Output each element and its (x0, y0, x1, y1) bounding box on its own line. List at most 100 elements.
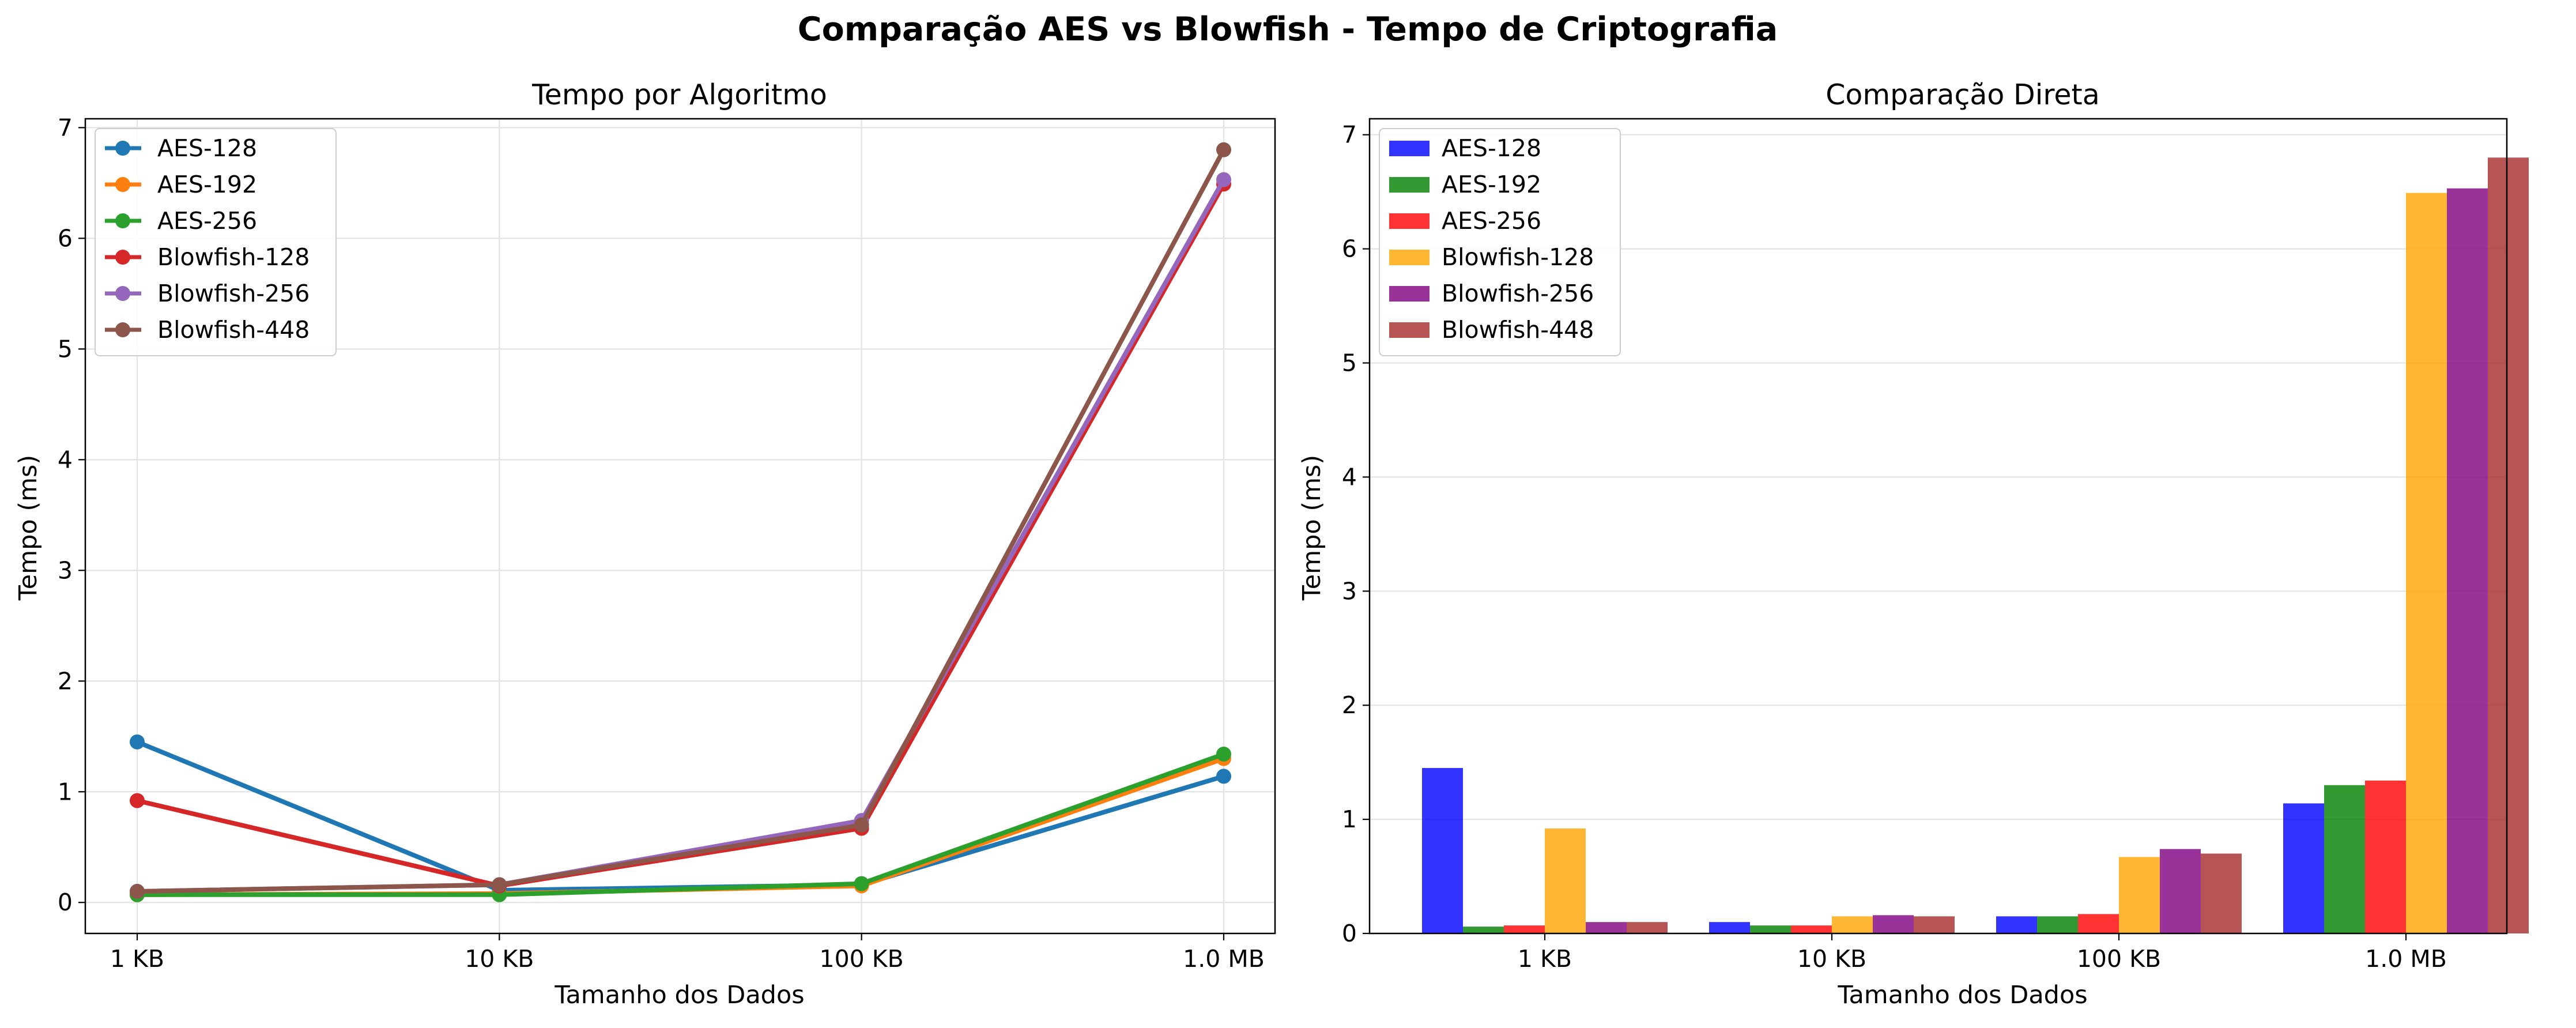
line-chart-legend-label-aes-256: AES-256 (157, 207, 257, 235)
bar-blowfish-128 (1545, 828, 1586, 933)
line-chart-legend-label-aes-192: AES-192 (157, 171, 257, 198)
bar-chart: Comparação Direta Tamanho dos Dados Temp… (1298, 78, 2529, 1010)
bar-aes-256 (2365, 780, 2406, 933)
bar-aes-128 (1422, 768, 1463, 933)
bar-chart-legend-swatch-aes-192 (1389, 177, 1430, 193)
bar-chart-legend-swatch-aes-128 (1389, 141, 1430, 156)
line-point-blowfish-448 (1216, 142, 1231, 157)
bar-chart-legend-label-aes-256: AES-256 (1442, 207, 1541, 235)
line-chart-axes-frame (84, 118, 1276, 935)
bar-aes-192 (2324, 785, 2365, 933)
bar-chart-ytick-label: 3 (1342, 577, 1357, 605)
bar-chart-ytick-label: 4 (1342, 463, 1357, 491)
line-point-aes-128 (1216, 769, 1231, 784)
bar-blowfish-128 (2119, 857, 2160, 933)
bar-chart-legend-label-aes-192: AES-192 (1442, 171, 1541, 198)
line-point-blowfish-128 (130, 793, 145, 808)
bar-chart-axes-frame (1368, 118, 2508, 935)
line-series-blowfish-448 (135, 147, 1226, 894)
bar-blowfish-128 (1832, 916, 1873, 933)
bar-chart-legend-label-aes-128: AES-128 (1442, 134, 1541, 162)
bar-chart-ytick-label: 0 (1342, 920, 1357, 947)
bar-chart-bars (1422, 157, 2529, 934)
bar-chart-xlabel: Tamanho dos Dados (1837, 981, 2087, 1010)
line-chart-ytick-label: 6 (58, 224, 73, 252)
line-chart-legend-box (95, 128, 337, 356)
line-chart-ytick-label: 2 (58, 667, 73, 695)
line-point-aes-256 (1216, 746, 1231, 762)
bar-blowfish-448 (1914, 916, 1955, 933)
bar-blowfish-448 (2488, 157, 2529, 934)
bar-chart-ylabel: Tempo (ms) (1298, 455, 1326, 601)
bar-chart-legend-swatch-blowfish-128 (1389, 250, 1430, 265)
line-chart-legend-marker-blowfish-448 (115, 322, 130, 337)
line-chart-legend-label-blowfish-256: Blowfish-256 (157, 280, 310, 307)
bar-aes-128 (1709, 922, 1750, 933)
bar-chart-ytick-label: 5 (1342, 349, 1357, 377)
line-chart: Tempo por Algoritmo Tamanho dos Dados Te… (14, 78, 1276, 1010)
bar-aes-256 (1504, 925, 1545, 933)
bar-chart-ytick-label: 7 (1342, 121, 1357, 149)
bar-chart-legend-swatch-blowfish-256 (1389, 286, 1430, 302)
line-point-blowfish-448 (130, 884, 145, 899)
bar-chart-ticks: 0 1 2 3 4 5 6 7 1 KB 10 KB 100 KB 1.0 MB (1342, 121, 2447, 973)
bar-chart-legend-swatch-blowfish-448 (1389, 322, 1430, 338)
line-chart-legend-marker-blowfish-128 (115, 250, 130, 265)
line-point-blowfish-448 (492, 877, 507, 893)
line-chart-xtick-label: 10 KB (465, 945, 534, 973)
line-chart-xlabel: Tamanho dos Dados (554, 981, 804, 1010)
bar-blowfish-128 (2406, 193, 2447, 933)
line-chart-legend-label-aes-128: AES-128 (157, 134, 257, 162)
bar-blowfish-448 (1627, 922, 1668, 933)
bar-chart-xtick-label: 100 KB (2077, 945, 2161, 973)
line-chart-legend-marker-blowfish-256 (115, 286, 130, 301)
line-chart-ylabel: Tempo (ms) (14, 455, 43, 601)
line-chart-title: Tempo por Algoritmo (531, 78, 827, 111)
bar-chart-xtick-label: 1.0 MB (2365, 945, 2447, 973)
line-chart-ytick-label: 3 (58, 556, 73, 584)
line-chart-legend-marker-aes-256 (115, 213, 130, 228)
bar-chart-legend-swatch-aes-256 (1389, 213, 1430, 229)
bar-blowfish-256 (1586, 922, 1627, 933)
line-chart-ytick-label: 7 (58, 114, 73, 141)
figure-title: Comparação AES vs Blowfish - Tempo de Cr… (798, 10, 1778, 48)
line-point-aes-128 (130, 734, 145, 750)
line-chart-legend-label-blowfish-448: Blowfish-448 (157, 316, 310, 344)
bar-chart-legend-label-blowfish-256: Blowfish-256 (1442, 280, 1594, 307)
line-chart-xtick-label: 1 KB (110, 945, 164, 973)
bar-blowfish-256 (1873, 915, 1914, 933)
bar-chart-xtick-label: 10 KB (1797, 945, 1866, 973)
bar-blowfish-448 (2201, 853, 2242, 933)
bar-chart-ytick-label: 2 (1342, 691, 1357, 719)
line-chart-ytick-label: 1 (58, 778, 73, 805)
line-chart-ytick-label: 5 (58, 335, 73, 363)
bar-chart-legend-label-blowfish-448: Blowfish-448 (1442, 316, 1594, 344)
bar-aes-128 (2283, 803, 2324, 933)
line-chart-series (130, 142, 1231, 902)
line-chart-xtick-label: 100 KB (820, 945, 904, 973)
bar-aes-128 (1996, 916, 2037, 933)
bar-aes-192 (1463, 927, 1504, 933)
bar-chart-legend: AES-128 AES-192 AES-256 Blowfish-128 Blowfis… (1379, 128, 1621, 356)
line-chart-xtick-label: 1.0 MB (1183, 945, 1265, 973)
line-point-aes-256 (854, 876, 869, 891)
line-chart-legend: AES-128 AES-192 AES-256 Blowfish-128 Blowfis… (95, 128, 337, 356)
bar-chart-xtick-label: 1 KB (1518, 945, 1572, 973)
line-chart-ytick-label: 0 (58, 888, 73, 916)
bar-chart-title: Comparação Direta (1826, 78, 2100, 111)
bar-chart-legend-label-blowfish-128: Blowfish-128 (1442, 243, 1594, 271)
bar-aes-256 (1791, 925, 1832, 933)
bar-aes-192 (2037, 916, 2078, 933)
bar-chart-ytick-label: 6 (1342, 235, 1357, 263)
bar-blowfish-256 (2160, 849, 2201, 933)
line-chart-legend-marker-aes-192 (115, 177, 130, 192)
line-series-aes-256 (135, 752, 1226, 897)
line-chart-legend-label-blowfish-128: Blowfish-128 (157, 243, 310, 271)
line-point-blowfish-256 (1216, 172, 1231, 187)
bar-chart-legend-box (1379, 128, 1621, 356)
line-point-blowfish-448 (854, 817, 869, 833)
line-chart-legend-marker-aes-128 (115, 141, 130, 156)
bar-blowfish-256 (2447, 188, 2488, 933)
